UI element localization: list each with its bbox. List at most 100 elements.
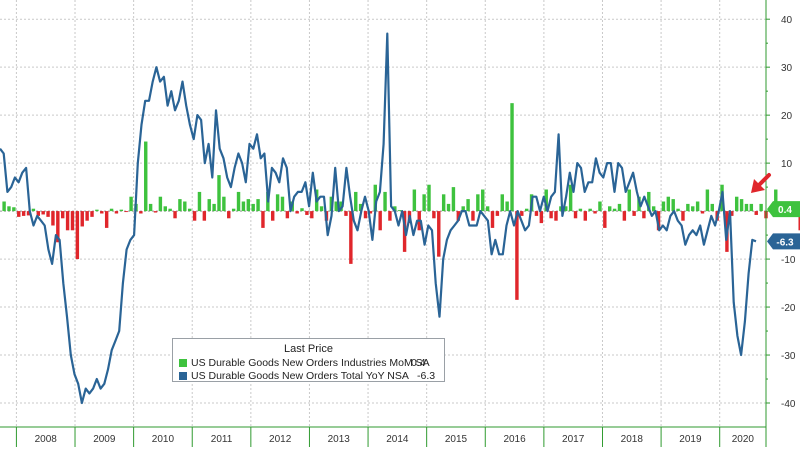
bar — [173, 211, 177, 219]
x-tick-label: 2015 — [445, 434, 468, 445]
bar — [56, 211, 60, 243]
bar — [471, 211, 475, 221]
bar — [104, 211, 109, 228]
y-tick-label: -20 — [781, 303, 796, 314]
bar — [144, 141, 148, 212]
bar — [373, 184, 377, 212]
bar — [236, 191, 241, 212]
bar — [583, 211, 588, 221]
bar — [710, 203, 714, 212]
bar — [261, 211, 265, 228]
legend-item-mom: US Durable Goods New Orders Industries M… — [179, 357, 430, 369]
bar — [217, 175, 221, 212]
bar — [476, 194, 480, 212]
bar — [212, 203, 216, 212]
legend-label: US Durable Goods New Orders Industries M… — [191, 357, 430, 369]
bar — [153, 211, 158, 213]
bar — [695, 201, 700, 212]
bar — [554, 211, 558, 221]
legend-swatch-green — [179, 359, 187, 367]
bar — [451, 187, 456, 212]
bar — [109, 208, 114, 212]
legend-value: 0.4 — [411, 357, 426, 369]
x-tick-label: 2014 — [386, 434, 409, 445]
bar — [207, 199, 211, 212]
bar — [593, 211, 597, 214]
bar — [192, 211, 197, 221]
bar — [310, 211, 314, 219]
bar — [7, 206, 11, 212]
bar — [681, 211, 685, 221]
bar — [119, 209, 124, 212]
bar — [26, 211, 31, 216]
bar — [461, 206, 465, 212]
bar — [168, 208, 172, 212]
bar — [349, 211, 353, 264]
x-tick-label: 2008 — [35, 434, 58, 445]
bar — [520, 211, 524, 216]
bar-series-mom — [2, 103, 800, 300]
bar — [256, 199, 260, 212]
bar — [271, 211, 275, 221]
bar — [383, 191, 387, 212]
bar — [510, 103, 514, 212]
bar — [730, 211, 734, 216]
bar — [661, 201, 666, 212]
bar — [603, 211, 607, 228]
bar — [378, 211, 382, 231]
bar — [178, 199, 182, 212]
y-tick-label: 20 — [781, 111, 793, 122]
bar — [80, 211, 84, 227]
x-tick-label: 2012 — [269, 434, 292, 445]
bar — [505, 201, 509, 212]
bar — [280, 196, 285, 212]
x-tick-label: 2016 — [503, 434, 526, 445]
legend-value: -6.3 — [417, 370, 436, 382]
bar — [612, 208, 617, 212]
bar — [798, 211, 800, 231]
badge-label: -6.3 — [776, 237, 794, 248]
bar — [647, 191, 651, 212]
bar — [651, 206, 656, 212]
bar — [686, 203, 690, 212]
y-tick-label: 40 — [781, 15, 793, 26]
bar — [441, 194, 446, 212]
bar — [500, 194, 504, 212]
line-series-yoy — [0, 32, 757, 405]
bar — [598, 201, 602, 212]
bar — [17, 211, 21, 217]
bar — [251, 203, 255, 212]
bar — [163, 206, 167, 212]
arrow-down-left-icon — [751, 173, 771, 193]
x-tick-label: 2013 — [328, 434, 351, 445]
bar — [754, 211, 758, 215]
bar — [676, 208, 680, 212]
bar — [524, 208, 529, 212]
bar — [495, 211, 500, 216]
x-tick-label: 2017 — [562, 434, 585, 445]
bar — [344, 211, 348, 216]
bar — [700, 211, 705, 214]
badge-shape — [767, 201, 800, 218]
bar — [339, 201, 343, 212]
bar — [95, 209, 99, 212]
last-value-badges: 0.4 -6.3 — [767, 201, 800, 250]
bar — [744, 203, 749, 212]
bar — [573, 211, 578, 219]
bar — [12, 207, 16, 212]
bar — [183, 201, 187, 212]
bar — [388, 211, 392, 221]
bar — [539, 211, 544, 224]
bar — [534, 211, 539, 216]
bar — [368, 211, 373, 214]
bar — [222, 196, 226, 212]
bar — [85, 211, 89, 221]
legend-label: US Durable Goods New Orders Total YoY NS… — [191, 370, 409, 382]
legend-item-yoy: US Durable Goods New Orders Total YoY NS… — [179, 370, 435, 382]
bar — [129, 196, 133, 212]
bar — [319, 206, 324, 212]
bar — [358, 203, 363, 212]
y-tick-label: 10 — [781, 159, 793, 170]
